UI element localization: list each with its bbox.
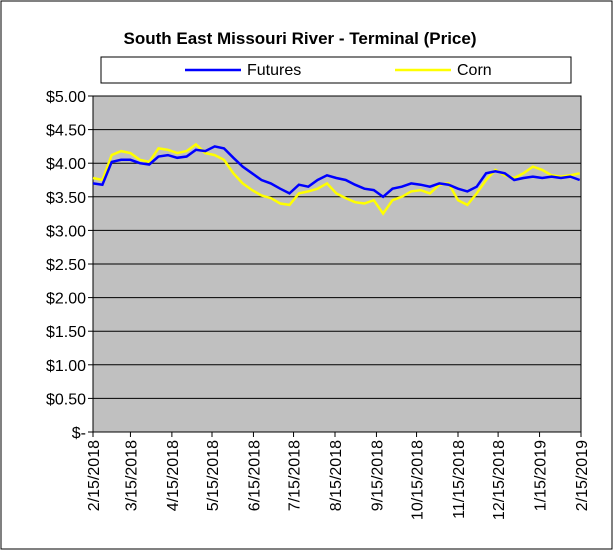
- y-tick-label: $0.50: [46, 391, 86, 408]
- y-tick-label: $3.50: [46, 190, 86, 207]
- x-tick-label: 6/15/2018: [246, 440, 263, 511]
- x-tick-label: 4/15/2018: [165, 440, 182, 511]
- y-tick-label: $-: [72, 425, 86, 442]
- legend-label: Corn: [457, 62, 492, 79]
- y-tick-label: $3.00: [46, 223, 86, 240]
- y-tick-label: $1.50: [46, 324, 86, 341]
- y-tick-label: $5.00: [46, 89, 86, 106]
- x-tick-label: 1/15/2019: [533, 440, 550, 511]
- x-tick-label: 10/15/2018: [410, 440, 427, 520]
- line-series: [92, 145, 581, 199]
- x-tick-label: 11/15/2018: [451, 440, 468, 519]
- legend-box: [100, 56, 572, 84]
- x-tick-label: 8/15/2018: [328, 440, 345, 511]
- y-tick-label: $2.00: [46, 291, 86, 308]
- y-tick-label: $4.50: [46, 123, 86, 140]
- legend-label: Futures: [247, 62, 301, 79]
- x-tick-label: 9/15/2018: [369, 440, 386, 511]
- y-tick-label: $1.00: [46, 358, 86, 375]
- x-tick-label: 5/15/2018: [205, 440, 222, 511]
- chart-title: South East Missouri River - Terminal (Pr…: [124, 29, 477, 48]
- x-tick-label: 7/15/2018: [287, 440, 304, 511]
- x-tick-label: 3/15/2018: [123, 440, 140, 511]
- y-tick-label: $2.50: [46, 257, 86, 274]
- x-tick-label: 12/15/2018: [491, 440, 508, 520]
- y-tick-label: $4.00: [46, 156, 86, 173]
- x-tick-label: 2/15/2019: [574, 440, 591, 511]
- x-tick-label: 2/15/2018: [86, 440, 103, 511]
